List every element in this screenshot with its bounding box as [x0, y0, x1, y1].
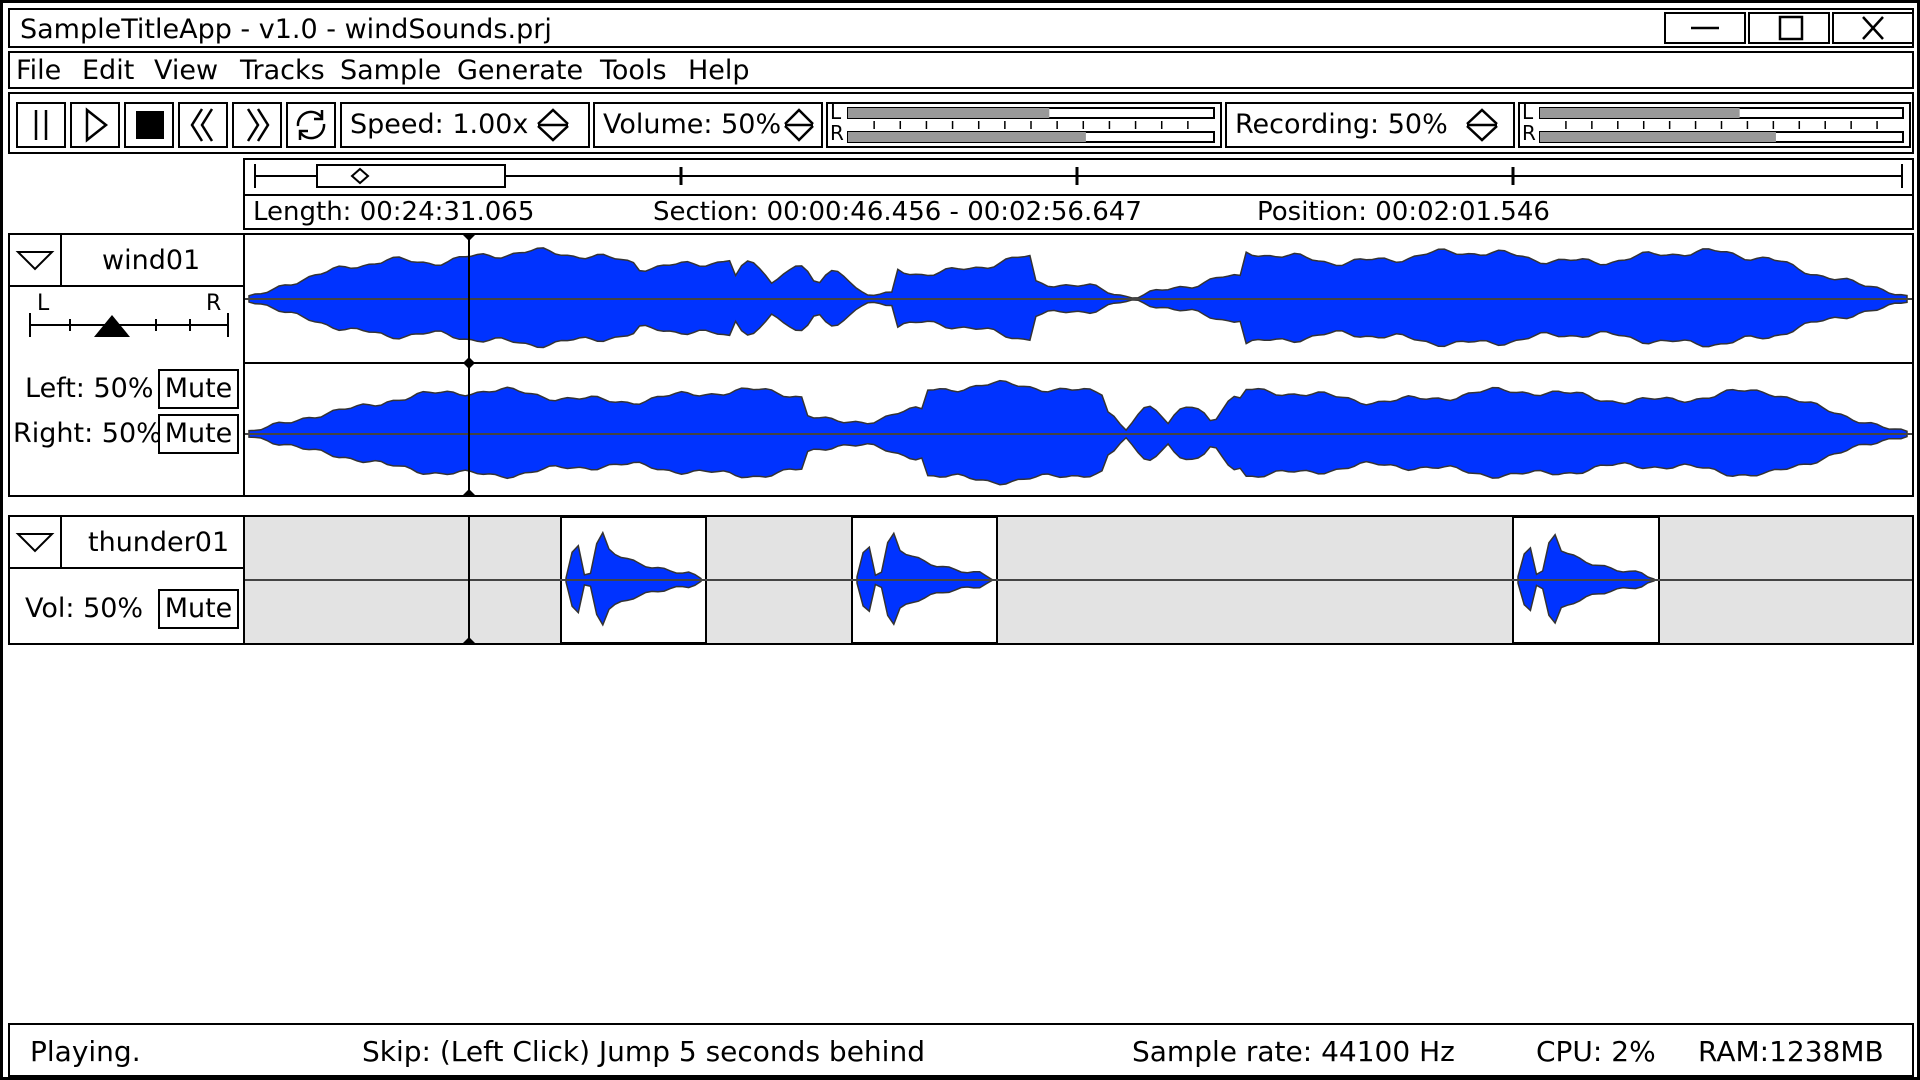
menu-sample[interactable]: Sample	[340, 55, 442, 86]
position-marker[interactable]	[350, 167, 370, 185]
output-meter-graphic	[847, 107, 1215, 143]
spinner-icon	[537, 108, 569, 142]
track-name: wind01	[102, 245, 201, 276]
track-name: thunder01	[88, 527, 230, 558]
input-level-meter: L R	[1518, 100, 1911, 148]
pan-slider[interactable]	[10, 291, 243, 351]
collapse-icon	[15, 533, 55, 553]
maximize-icon	[1778, 15, 1804, 41]
spinner-icon	[1466, 108, 1498, 142]
menu-bar: File Edit View Tracks Sample Generate To…	[8, 51, 1914, 89]
waveform-wind01[interactable]	[243, 233, 1914, 497]
output-level-meter: L R	[826, 100, 1222, 148]
collapse-icon	[15, 251, 55, 271]
pan-left-label: L	[37, 291, 50, 316]
ram-usage: RAM:1238MB	[1698, 1035, 1884, 1068]
fast-forward-icon	[246, 108, 270, 142]
meter-right-label: R	[1522, 121, 1536, 145]
transport-toolbar: Speed: 1.00x Volume: 50% L R Recording: …	[8, 92, 1914, 154]
volume-control[interactable]: Volume: 50%	[593, 102, 823, 148]
fast-forward-button[interactable]	[232, 102, 282, 148]
playhead-marker	[463, 235, 475, 241]
pan-thumb[interactable]	[94, 315, 130, 337]
playhead-marker	[463, 357, 475, 369]
speed-control[interactable]: Speed: 1.00x	[340, 102, 590, 148]
collapse-button[interactable]	[10, 517, 62, 569]
recording-label: Recording: 50%	[1235, 109, 1448, 140]
track-header-wind01: wind01 L R Left: 50% Mute Right: 50% Mut…	[8, 233, 245, 497]
track-header-thunder01: thunder01 Vol: 50% Mute	[8, 515, 245, 645]
length-readout: Length: 00:24:31.065	[253, 197, 535, 227]
left-volume-label: Left: 50%	[25, 373, 154, 404]
close-icon	[1862, 16, 1884, 40]
close-button[interactable]	[1832, 12, 1914, 44]
position-readout: Position: 00:02:01.546	[1257, 197, 1550, 227]
mute-right-button[interactable]: Mute	[158, 414, 239, 454]
hint-text: Skip: (Left Click) Jump 5 seconds behind	[362, 1035, 925, 1068]
spinner-icon	[784, 108, 814, 142]
meter-right-fill	[1540, 132, 1776, 142]
volume-label: Vol: 50%	[25, 593, 144, 624]
playhead-marker	[463, 637, 475, 643]
meter-left-label: L	[830, 100, 842, 124]
meter-left-fill	[848, 108, 1050, 118]
rewind-icon	[190, 108, 214, 142]
section-selection[interactable]	[316, 164, 506, 188]
title-bar: SampleTitleApp - v1.0 - windSounds.prj	[8, 8, 1914, 48]
section-readout: Section: 00:00:46.456 - 00:02:56.647	[653, 197, 1142, 227]
right-volume-label: Right: 50%	[13, 418, 162, 449]
pause-button[interactable]	[16, 102, 66, 148]
maximize-button[interactable]	[1748, 12, 1830, 44]
meter-right-fill	[848, 132, 1086, 142]
stop-icon	[136, 111, 164, 139]
play-icon	[85, 107, 109, 143]
thunder-waveform	[565, 530, 702, 627]
menu-tracks[interactable]: Tracks	[240, 55, 325, 86]
sample-rate: Sample rate: 44100 Hz	[1132, 1035, 1455, 1068]
pan-right-label: R	[206, 291, 222, 316]
meter-right-label: R	[830, 121, 844, 145]
timeline-ruler[interactable]	[245, 160, 1912, 194]
meter-left-label: L	[1522, 100, 1534, 124]
menu-file[interactable]: File	[16, 55, 62, 86]
input-meter-graphic	[1539, 107, 1904, 143]
right-channel-waveform	[248, 379, 1908, 486]
loop-button[interactable]	[286, 102, 336, 148]
loop-icon	[296, 110, 326, 140]
mute-left-button[interactable]: Mute	[158, 369, 239, 409]
recording-control[interactable]: Recording: 50%	[1225, 102, 1515, 148]
minimize-button[interactable]	[1664, 12, 1746, 44]
left-channel-waveform	[248, 247, 1908, 349]
playhead-marker	[463, 489, 475, 495]
play-button[interactable]	[70, 102, 120, 148]
status-bar: Playing. Skip: (Left Click) Jump 5 secon…	[8, 1023, 1914, 1077]
stop-button[interactable]	[124, 102, 174, 148]
window-title: SampleTitleApp - v1.0 - windSounds.prj	[20, 14, 552, 45]
menu-tools[interactable]: Tools	[600, 55, 667, 86]
meter-left-fill	[1540, 108, 1740, 118]
pause-icon	[34, 110, 48, 140]
waveform-thunder01[interactable]	[243, 515, 1914, 645]
wind01-waveform-graphic	[245, 235, 1912, 495]
menu-help[interactable]: Help	[688, 55, 750, 86]
rewind-button[interactable]	[178, 102, 228, 148]
playback-status: Playing.	[30, 1035, 141, 1068]
minimize-icon	[1691, 26, 1719, 30]
thunder01-waveform-graphic	[245, 517, 1912, 643]
volume-label: Volume: 50%	[603, 109, 782, 140]
menu-edit[interactable]: Edit	[82, 55, 135, 86]
cpu-usage: CPU: 2%	[1536, 1035, 1656, 1068]
menu-generate[interactable]: Generate	[457, 55, 584, 86]
timeline-panel: Length: 00:24:31.065 Section: 00:00:46.4…	[243, 158, 1914, 230]
speed-label: Speed: 1.00x	[350, 109, 529, 140]
menu-view[interactable]: View	[154, 55, 219, 86]
mute-button[interactable]: Mute	[158, 589, 239, 629]
collapse-button[interactable]	[10, 235, 62, 287]
